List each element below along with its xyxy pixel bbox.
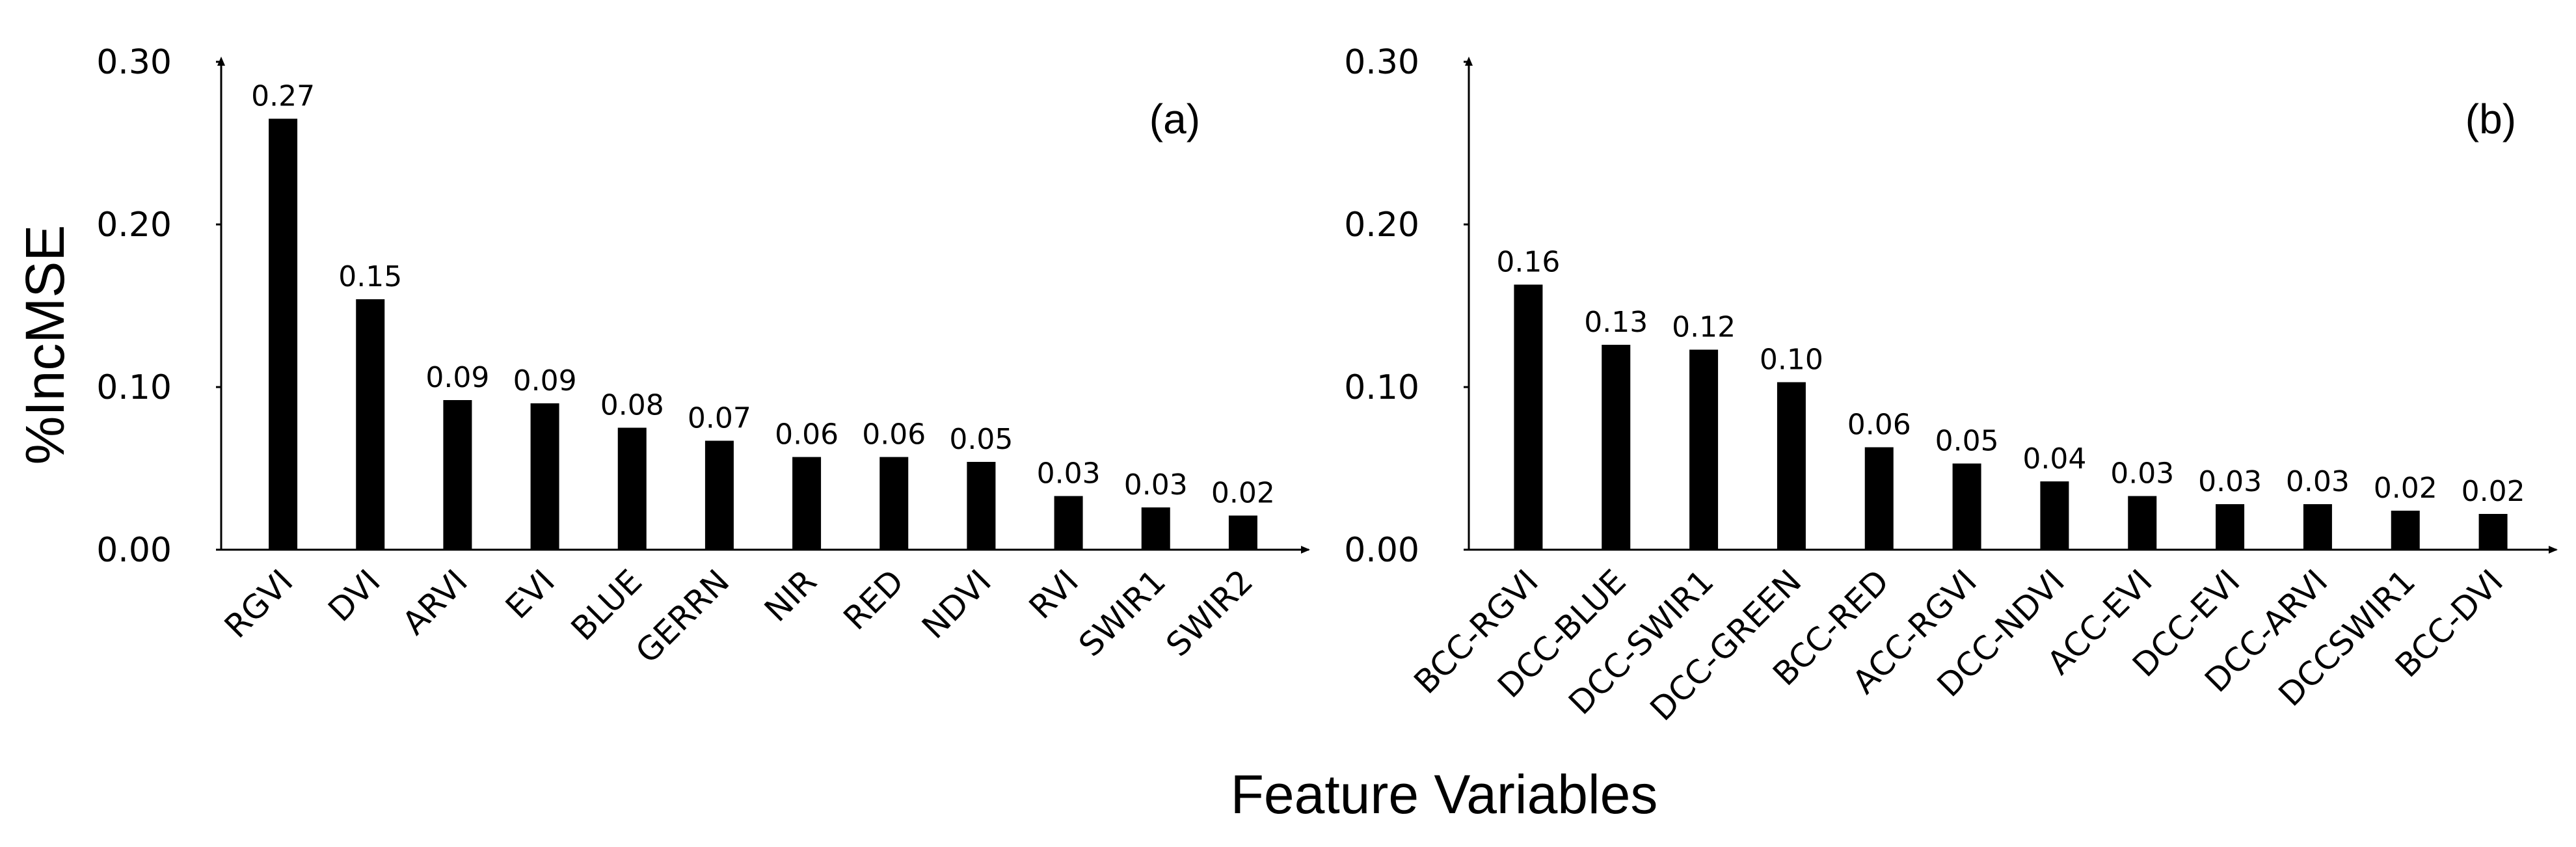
- panel-label: (a): [1149, 96, 1200, 142]
- data-label: 0.07: [688, 402, 751, 435]
- panel-b: 0.000.100.200.300.16BCC-RGVI0.13DCC-BLUE…: [1344, 43, 2558, 728]
- bar: [967, 462, 996, 550]
- data-label: 0.05: [949, 423, 1013, 456]
- bar: [356, 299, 385, 550]
- x-tick-label: SWIR1: [1071, 562, 1173, 664]
- bar: [2216, 504, 2245, 550]
- bar: [1602, 345, 1631, 550]
- bar: [2391, 511, 2420, 550]
- data-label: 0.10: [1760, 343, 1823, 377]
- y-tick-label: 0.10: [96, 368, 172, 407]
- data-label: 0.06: [775, 418, 839, 451]
- data-label: 0.03: [1037, 457, 1101, 491]
- x-tick-label: DCC-GREEN: [1643, 562, 1809, 728]
- data-label: 0.02: [1211, 477, 1275, 510]
- y-tick-label: 0.20: [1344, 206, 1419, 245]
- data-label: 0.09: [425, 361, 489, 394]
- x-tick-label: NIR: [757, 562, 824, 628]
- x-tick-label: SWIR2: [1159, 562, 1260, 664]
- x-axis-title: Feature Variables: [1231, 764, 1658, 825]
- x-tick-label: NDVI: [915, 562, 999, 646]
- data-label: 0.06: [1847, 409, 1911, 442]
- x-tick-label: ARVI: [395, 562, 474, 641]
- bar: [879, 457, 909, 550]
- bar: [1514, 284, 1543, 550]
- x-tick-label: RED: [837, 562, 911, 637]
- y-tick-label: 0.30: [96, 43, 172, 82]
- bar: [1689, 349, 1719, 550]
- x-tick-label: GERRN: [628, 562, 736, 670]
- bar: [269, 118, 298, 550]
- data-label: 0.08: [600, 389, 664, 422]
- y-tick-label: 0.00: [96, 531, 172, 570]
- data-label: 0.06: [862, 418, 926, 451]
- x-tick-label: RGVI: [217, 562, 301, 645]
- data-label: 0.15: [338, 260, 402, 293]
- data-label: 0.13: [1584, 306, 1648, 339]
- bar: [792, 457, 822, 550]
- x-tick-label: DVI: [321, 562, 388, 628]
- data-label: 0.16: [1496, 246, 1560, 279]
- panel-label: (b): [2465, 96, 2516, 142]
- data-label: 0.02: [2462, 475, 2525, 508]
- x-axis-arrow: [2549, 546, 2558, 554]
- bar: [1952, 463, 1981, 550]
- data-label: 0.03: [2110, 457, 2174, 491]
- bar: [2040, 481, 2069, 550]
- data-label: 0.03: [2286, 465, 2350, 498]
- bar: [2303, 504, 2332, 550]
- bar: [2478, 514, 2508, 550]
- bar: [1141, 507, 1170, 550]
- bar: [530, 403, 559, 550]
- panel-a: 0.00 0.10 0.20 0.30 0.27 RGVI 0.15 DVI 0.09 ARVI 0…: [96, 43, 1310, 671]
- bar: [2128, 496, 2157, 550]
- y-tick-label: 0.00: [1344, 531, 1419, 570]
- data-label: 0.02: [2374, 472, 2437, 505]
- bar: [1228, 515, 1257, 550]
- data-label: 0.05: [1935, 425, 1999, 458]
- y-tick-label: 0.20: [96, 206, 172, 245]
- x-tick-label: EVI: [498, 562, 562, 626]
- data-label: 0.09: [513, 364, 577, 397]
- data-label: 0.04: [2022, 442, 2086, 476]
- y-axis-title: %IncMSE: [14, 225, 75, 465]
- bar: [704, 440, 734, 550]
- x-tick-label: RVI: [1022, 562, 1086, 626]
- bar: [617, 427, 647, 550]
- bar: [1054, 496, 1083, 550]
- data-label: 0.12: [1672, 311, 1736, 344]
- y-tick-label: 0.30: [1344, 43, 1419, 82]
- data-label: 0.03: [1124, 468, 1188, 502]
- bar: [443, 400, 472, 550]
- data-label: 0.27: [251, 80, 315, 113]
- y-tick-label: 0.10: [1344, 368, 1419, 407]
- data-label: 0.03: [2198, 465, 2262, 498]
- bar: [1864, 447, 1894, 550]
- x-axis-arrow: [1301, 546, 1310, 554]
- bar: [1777, 382, 1806, 550]
